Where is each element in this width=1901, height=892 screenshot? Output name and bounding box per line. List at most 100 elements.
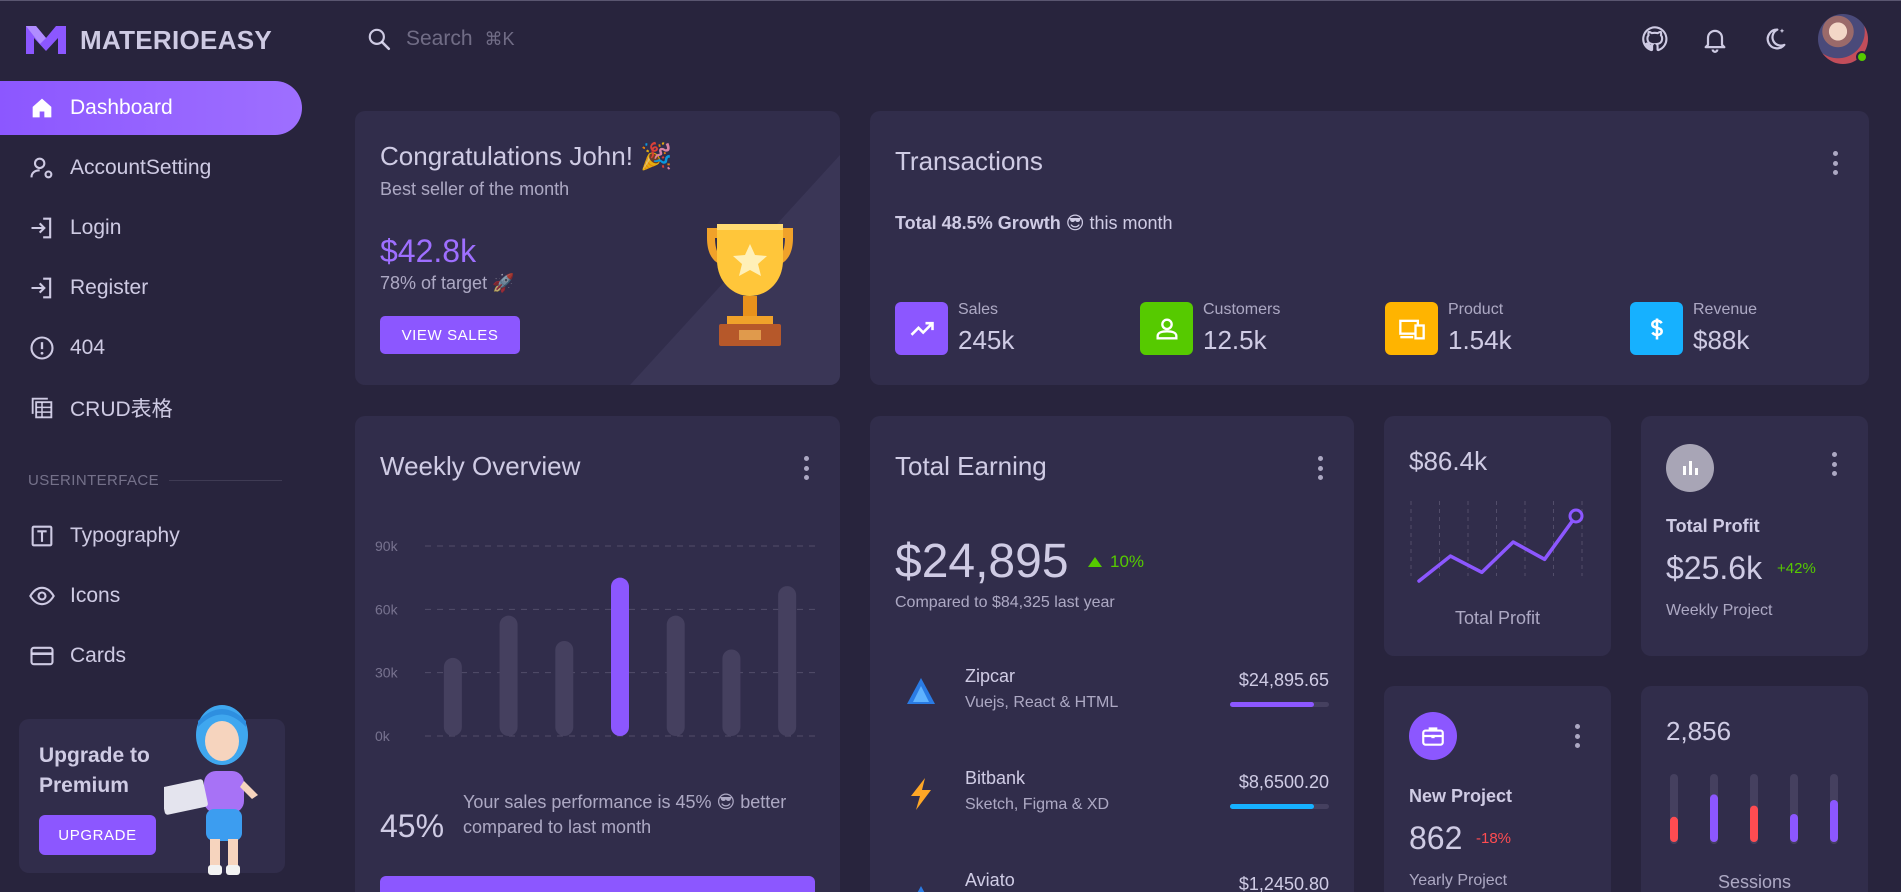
weekly-bar[interactable] <box>555 641 574 736</box>
weekly-bar[interactable] <box>666 615 685 736</box>
earning-row-name: Aviato <box>965 870 1015 890</box>
premium-girl-illustration-icon <box>164 705 258 875</box>
sidebar-item-crud[interactable]: CRUD表格 <box>0 381 302 435</box>
nav-section-header: USERINTERFACE <box>28 472 282 489</box>
earning-row-name: Bitbank <box>965 768 1026 788</box>
notifications-button[interactable] <box>1698 22 1732 56</box>
new-project-subtitle: Yearly Project <box>1409 872 1508 889</box>
weekly-percent: 45% <box>380 808 445 844</box>
stat-label: Customers <box>1203 301 1281 318</box>
sessions-bar <box>1790 814 1798 842</box>
earning-amount: $24,895 <box>895 535 1069 588</box>
sessions-bar <box>1670 816 1678 842</box>
stat-sales: Sales 245k <box>895 301 1014 356</box>
new-project-value: 862 <box>1409 820 1463 856</box>
earning-change-value: 10% <box>1110 552 1145 571</box>
profit-total-subtitle: Weekly Project <box>1666 602 1773 619</box>
stat-label: Product <box>1448 301 1504 318</box>
congrats-amount: $42.8k <box>380 233 477 269</box>
sidebar-item-label: Login <box>70 216 122 239</box>
weekly-bar[interactable] <box>722 649 741 736</box>
user-avatar[interactable] <box>1818 14 1868 64</box>
y-tick-label: 90k <box>375 538 399 554</box>
new-project-card: New Project 862 -18% Yearly Project <box>1384 686 1611 892</box>
view-sales-button[interactable]: VIEW SALES <box>380 316 520 354</box>
weekly-menu-button[interactable] <box>802 456 810 480</box>
sidebar-item-typography[interactable]: Typography <box>0 509 302 563</box>
earning-menu-button[interactable] <box>1316 456 1324 480</box>
typography-icon <box>28 522 56 550</box>
window-top-border <box>0 0 1901 1</box>
y-tick-label: 60k <box>375 601 399 617</box>
earning-row-progress <box>1230 702 1329 707</box>
brand[interactable]: MATERIOEASY <box>26 24 272 56</box>
theme-toggle-button[interactable] <box>1758 22 1792 56</box>
sessions-bar-chart <box>1670 774 1838 844</box>
y-tick-label: 30k <box>375 665 399 681</box>
sidebar-item-icons[interactable]: Icons <box>0 569 302 623</box>
weekly-bar[interactable] <box>499 615 518 736</box>
weekly-description: Your sales performance is 45% 😎 better c… <box>463 792 787 837</box>
sidebar-item-login[interactable]: Login <box>0 201 302 255</box>
transactions-title: Transactions <box>895 146 1043 176</box>
total-profit-card: Total Profit $25.6k +42% Weekly Project <box>1641 416 1868 656</box>
trophy-icon <box>707 224 793 346</box>
congrats-subtitle: Best seller of the month <box>380 179 570 199</box>
earning-row-zipcar[interactable]: Zipcar Vuejs, React & HTML $24,895.65 <box>895 662 1329 722</box>
total-earning-card: Total Earning $24,895 10% Compared to $8… <box>870 416 1354 892</box>
search-icon <box>368 28 391 51</box>
earning-row-amount: $8,6500.20 <box>1238 772 1329 792</box>
briefcase-icon <box>1409 712 1457 760</box>
earning-row-bitbank[interactable]: Bitbank Sketch, Figma & XD $8,6500.20 <box>895 764 1329 824</box>
earning-row-progress <box>1230 804 1329 809</box>
upgrade-title: Upgrade to Premium <box>39 744 150 797</box>
stat-value: 12.5k <box>1203 325 1267 355</box>
stat-value: 245k <box>958 325 1015 355</box>
sidebar-item-label: Register <box>70 276 149 299</box>
weekly-bar[interactable] <box>443 657 462 736</box>
stat-label: Sales <box>958 301 999 318</box>
search-bar[interactable]: Search ⌘K <box>366 26 515 52</box>
sidebar-item-label: Icons <box>70 584 121 607</box>
card-icon <box>28 642 56 670</box>
github-button[interactable] <box>1638 22 1672 56</box>
sidebar-item-label: 404 <box>70 336 106 359</box>
sidebar-item-dashboard[interactable]: Dashboard <box>0 81 302 135</box>
ui-nav: Typography Icons Cards <box>0 509 302 689</box>
earning-row-tech: Sketch, Figma & XD <box>965 796 1110 813</box>
new-project-menu-button[interactable] <box>1573 724 1581 748</box>
sessions-bar <box>1830 800 1838 842</box>
stat-product: Product 1.54k <box>1385 301 1512 356</box>
upgrade-button[interactable]: UPGRADE <box>39 815 156 855</box>
sidebar-item-label: Dashboard <box>70 96 173 119</box>
search-placeholder: Search <box>406 27 473 50</box>
new-project-change: -18% <box>1476 830 1512 847</box>
arrow-up-icon <box>1088 557 1102 567</box>
weekly-bar-chart: 90k 60k 30k 0k <box>375 538 815 744</box>
sidebar-item-accountsetting[interactable]: AccountSetting <box>0 141 302 195</box>
stat-value: $88k <box>1693 325 1750 355</box>
growth-highlight: Total 48.5% Growth <box>895 213 1061 233</box>
earning-row-tech: Vuejs, React & HTML <box>965 694 1119 711</box>
earning-row-aviato[interactable]: Aviato $1,2450.80 <box>895 866 1329 892</box>
zipcar-logo-icon <box>907 678 935 704</box>
online-status-badge <box>1856 51 1868 63</box>
weekly-bar[interactable] <box>778 586 797 736</box>
transactions-menu-button[interactable] <box>1831 151 1839 175</box>
sidebar-item-cards[interactable]: Cards <box>0 629 302 683</box>
header-actions <box>1638 14 1901 64</box>
total-profit-line-card: $86.4k Total Profit <box>1384 416 1611 656</box>
profit-menu-button[interactable] <box>1830 452 1838 476</box>
sidebar-item-404[interactable]: 404 <box>0 321 302 375</box>
nav-section-label: USERINTERFACE <box>28 472 160 489</box>
moon-stars-icon <box>1766 28 1786 50</box>
weekly-details-button[interactable] <box>380 876 815 892</box>
github-icon <box>1642 26 1668 52</box>
congratulations-card: Congratulations John! 🎉 Best seller of t… <box>355 111 840 385</box>
sidebar-item-register[interactable]: Register <box>0 261 302 315</box>
profit-total-title: Total Profit <box>1666 516 1760 536</box>
profit-total-value: $25.6k <box>1666 550 1763 586</box>
profit-line-endpoint <box>1568 508 1584 524</box>
weekly-bar[interactable] <box>611 577 629 736</box>
profit-line <box>1417 514 1578 583</box>
